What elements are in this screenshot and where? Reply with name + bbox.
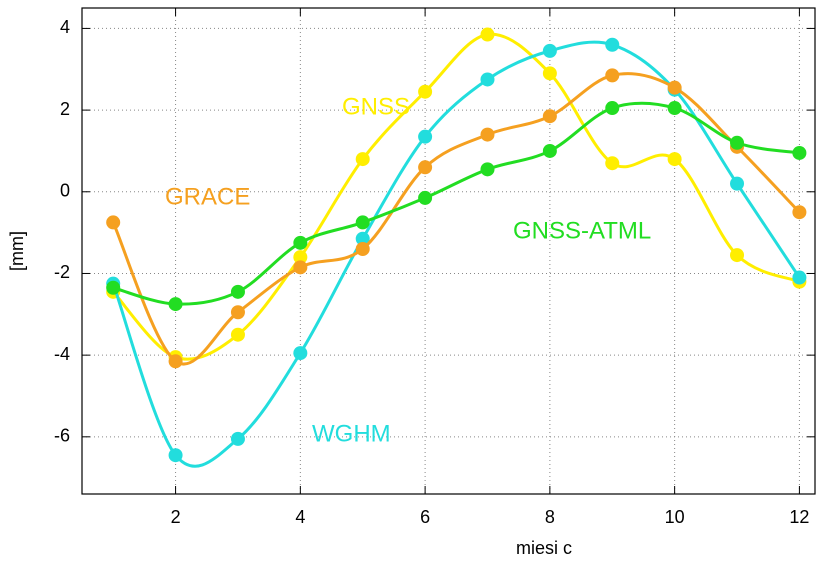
data-point (792, 205, 807, 220)
data-point (418, 84, 433, 99)
series-label: GNSS-ATML (513, 217, 651, 244)
data-point (792, 145, 807, 160)
data-point (605, 37, 620, 52)
data-point (168, 448, 183, 463)
x-tick-label: 2 (171, 507, 181, 527)
plot-frame (81, 7, 816, 495)
data-point (355, 215, 370, 230)
data-point (355, 152, 370, 167)
data-point (168, 297, 183, 312)
data-point (730, 135, 745, 150)
series-label: GNSS (342, 93, 410, 120)
data-point (418, 160, 433, 175)
data-point (230, 327, 245, 342)
data-point (542, 66, 557, 81)
data-point (230, 305, 245, 320)
data-point (480, 162, 495, 177)
data-point (542, 43, 557, 58)
data-point (667, 152, 682, 167)
data-point (230, 431, 245, 446)
data-point (792, 270, 807, 285)
y-tick-label: -2 (54, 262, 70, 282)
data-point (355, 231, 370, 246)
series-label: GRACE (165, 183, 250, 210)
data-point (730, 248, 745, 263)
data-point (293, 250, 308, 265)
data-point (667, 101, 682, 116)
data-point (667, 80, 682, 95)
x-tick-label: 12 (789, 507, 809, 527)
data-point (418, 129, 433, 144)
data-point (106, 215, 121, 230)
data-point (480, 127, 495, 142)
data-point (605, 68, 620, 83)
y-tick-label: -4 (54, 344, 70, 364)
data-point (605, 101, 620, 116)
y-tick-label: 4 (60, 17, 70, 37)
data-point (605, 156, 620, 171)
series-line (111, 72, 801, 366)
data-point (168, 354, 183, 369)
data-point (293, 260, 308, 275)
data-point (418, 190, 433, 205)
y-tick-label: -6 (54, 426, 70, 446)
x-axis-label: miesi c (516, 538, 572, 558)
x-tick-label: 6 (420, 507, 430, 527)
y-tick-label: 2 (60, 99, 70, 119)
data-point (730, 176, 745, 191)
series-label: WGHM (312, 420, 391, 447)
data-point (293, 346, 308, 361)
data-point (542, 109, 557, 124)
x-tick-label: 10 (665, 507, 685, 527)
data-point (230, 284, 245, 299)
data-point (293, 235, 308, 250)
y-tick-label: 0 (60, 181, 70, 201)
x-tick-label: 4 (295, 507, 305, 527)
x-tick-label: 8 (545, 507, 555, 527)
data-point (355, 241, 370, 256)
data-point (542, 143, 557, 158)
data-point (480, 27, 495, 42)
data-point (480, 72, 495, 87)
data-point (106, 280, 121, 295)
y-axis-label: [mm] (7, 231, 27, 271)
